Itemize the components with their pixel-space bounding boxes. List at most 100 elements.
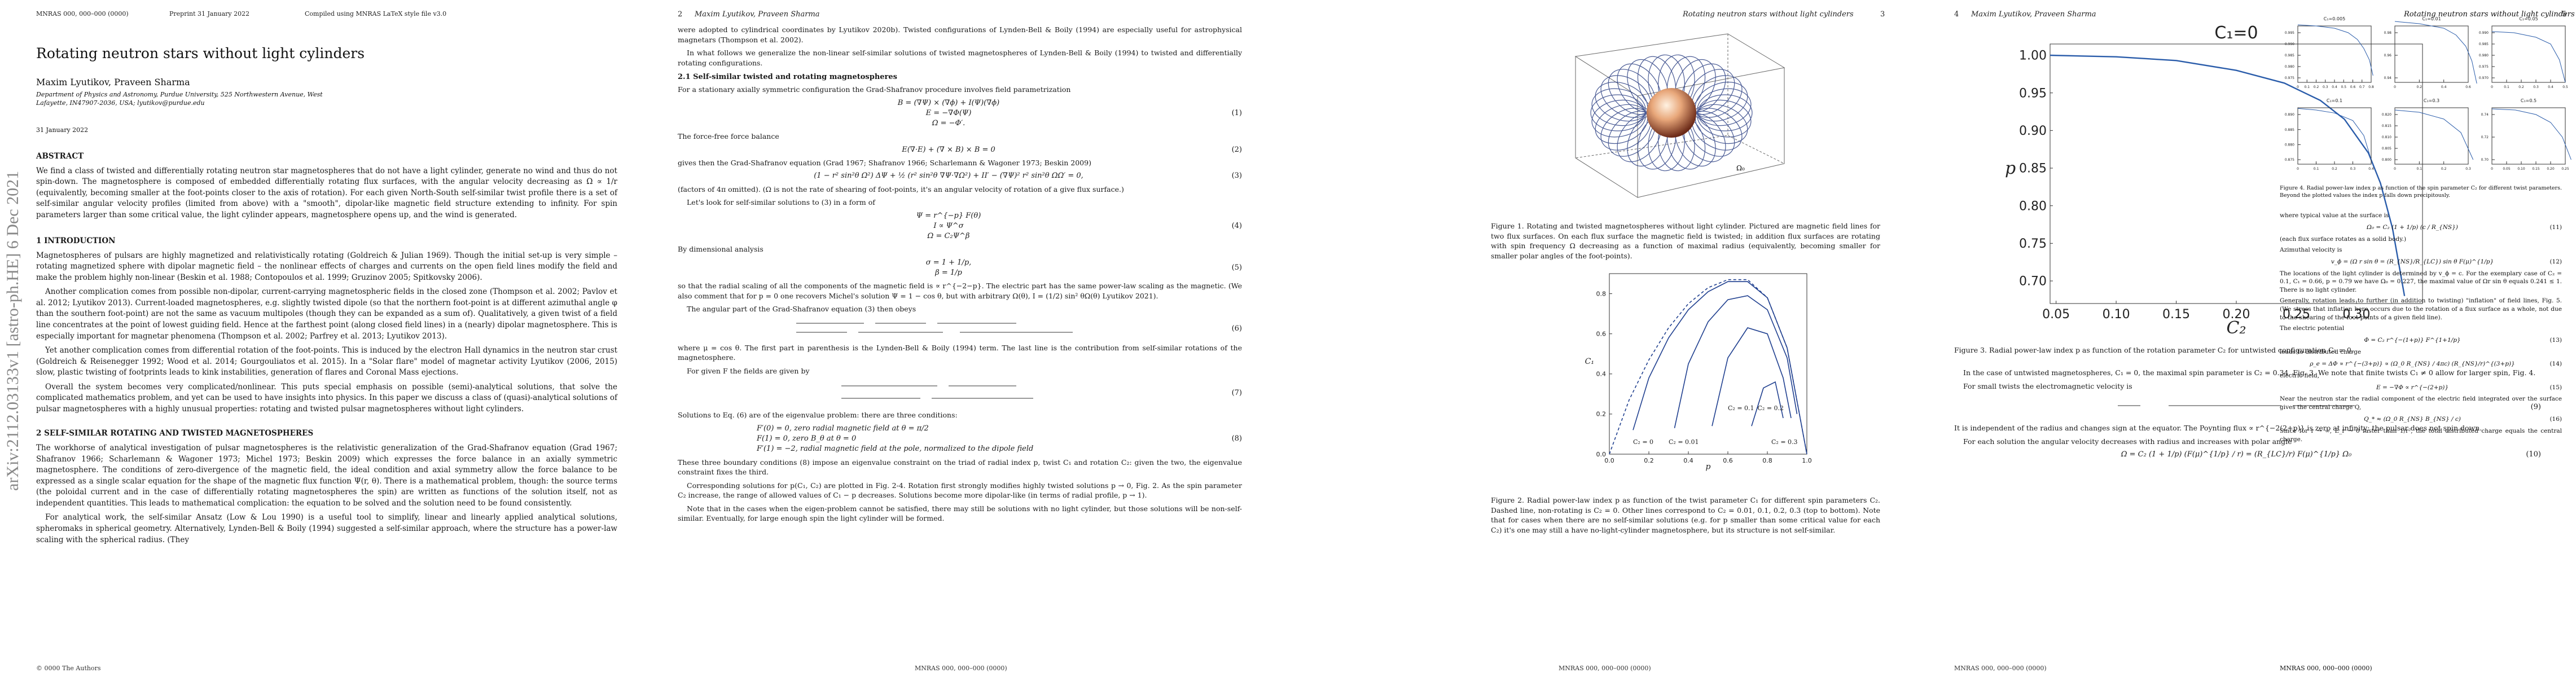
x-tick-label: 0.6 <box>1723 457 1733 464</box>
y-tick-label: 0.980 <box>2285 65 2294 69</box>
header-authors: Maxim Lyutikov, Praveen Sharma <box>1971 10 2096 19</box>
eq-number: (9) <box>2530 403 2541 411</box>
subplot: 0 0.1 0.2 0.3 0.800 0.805 0.810 0.815 0.820 C₁=0.… <box>2382 98 2474 171</box>
subplot: 0 0.1 0.2 0.3 0.4 0.5 0.970 0.975 0.980 0.985 0.99… <box>2479 17 2568 89</box>
header-left: MNRAS 000, 000–000 (0000) <box>36 10 129 17</box>
x-tick-label: 0.20 <box>2547 167 2555 171</box>
figure-4-caption: Figure 4. Radial power-law index p as fu… <box>2280 185 2562 199</box>
abstract-heading: ABSTRACT <box>36 152 84 161</box>
eq-number: (5) <box>1231 263 1242 272</box>
header-page-number: 3 <box>1880 10 1885 19</box>
eq-figure <box>678 318 1219 340</box>
equation-6: (6) <box>678 318 1242 340</box>
eq-line: Ω = C₂Ψ^β <box>927 232 970 240</box>
y-tick-label: 0.985 <box>2479 42 2489 46</box>
page-1: arXiv:2112.03133v1 [astro-ph.HE] 6 Dec 2… <box>0 0 644 677</box>
eq-number: (8) <box>1231 434 1242 443</box>
body-paragraph: Azimuthal velocity is <box>2280 246 2342 253</box>
series-line <box>2297 24 2373 76</box>
x-tick-label: 0 <box>2297 167 2299 171</box>
abstract-block: ABSTRACT We find a class of twisted and … <box>36 146 617 224</box>
page-3-footer: MNRAS 000, 000–000 (0000) <box>1559 665 1651 672</box>
y-tick-label: 1.00 <box>2019 49 2047 63</box>
eq-number: (15) <box>2549 384 2562 391</box>
body-paragraph: Solutions to Eq. (6) are of the eigenval… <box>678 411 958 420</box>
y-tick-label: 0.94 <box>2384 76 2392 80</box>
series-line <box>2394 21 2477 84</box>
series-annotation: C₂ = 0 <box>1633 438 1653 446</box>
x-tick-label: 0.3 <box>2465 167 2471 171</box>
x-tick-label: 0.1 <box>2314 167 2319 171</box>
series-line <box>1633 281 1807 455</box>
equation: ρ_e = ΔΦ ∝ r^{−(3+p)} ∝ (Ω_0 R_{NS} / 4π… <box>2280 360 2562 368</box>
body-paragraph: For given F the fields are given by <box>687 366 810 375</box>
intro-paragraph: Magnetospheres of pulsars are highly mag… <box>36 250 617 282</box>
y-tick-label: 0.85 <box>2019 162 2047 176</box>
body-paragraph: For small twists the electromagnetic vel… <box>1963 381 2132 390</box>
y-tick-label: 0.0 <box>1596 451 1607 458</box>
y-tick-label: 0.975 <box>2285 76 2294 80</box>
y-tick-label: 0.95 <box>2019 86 2047 100</box>
y-tick-label: 0.990 <box>2479 31 2489 35</box>
y-tick-label: 0.885 <box>2285 128 2294 132</box>
x-tick-label: 0.30 <box>2342 307 2370 322</box>
equation-10: Ω = C₂ (1 + 1/p) (F(μ)^{1/p} / r) = (R_{… <box>1954 450 2541 460</box>
eq-line: Q_* ≈ (Ω_0 R_{NS} B_{NS} / c) <box>2364 416 2461 423</box>
body-paragraph: electric field, <box>2280 372 2320 379</box>
series-annotation: C₂ = 0.1 <box>1728 405 1754 412</box>
y-tick-label: 0.75 <box>2019 237 2047 251</box>
x-tick-label: 0.10 <box>2103 307 2130 322</box>
x-tick-label: 0.1 <box>2504 85 2509 89</box>
x-tick-label: 0 <box>2491 85 2493 89</box>
eq-line: Ψ = r^{−p} F(θ) <box>916 211 981 220</box>
series-line <box>2050 54 2406 296</box>
chart-title: C₁=0.3 <box>2424 98 2439 103</box>
subplot: 0 0.1 0.2 0.3 0.4 0.875 0.880 0.885 0.890 C₁=0.1 <box>2285 98 2374 171</box>
eq-number: (10) <box>2526 450 2541 459</box>
eq-line: E = −∇Φ ∝ r^{−(2+p)} <box>2376 384 2449 391</box>
eq-line: E(∇·E) + (∇ × B) × B = 0 <box>902 145 995 154</box>
eq-line: v_ϕ = (Ω r sin θ = (R_{NS}/R_{LC}) sin θ… <box>2331 258 2494 265</box>
intro-paragraph: Yet another complication comes from diff… <box>36 346 617 377</box>
body-paragraph: The electric potential <box>2280 324 2345 332</box>
x-tick-label: 0.3 <box>2350 167 2356 171</box>
figure-1-caption: Figure 1. Rotating and twisted magnetosp… <box>1491 222 1880 260</box>
arxiv-stamp: arXiv:2112.03133v1 [astro-ph.HE] 6 Dec 2… <box>3 170 22 491</box>
x-tick-label: 0.05 <box>2503 167 2511 171</box>
eq-figure <box>678 379 1219 407</box>
x-tick-label: 0.15 <box>2532 167 2540 171</box>
eq-line: B = (∇Ψ) × (∇ϕ) + I(Ψ)(∇ϕ) <box>897 98 1000 107</box>
series-line <box>2491 108 2571 160</box>
series-annotation: C₂ = 0.3 <box>1771 438 1798 446</box>
y-tick-label: 0.80 <box>2019 199 2047 213</box>
eq-number: (11) <box>2549 223 2562 231</box>
x-tick-label: 0.25 <box>2283 307 2310 322</box>
page-5-footer: MNRAS 000, 000–000 (0000) <box>2280 665 2372 672</box>
y-tick-label: 0.2 <box>1596 411 1607 418</box>
eq-line: F(1) = 0, zero B_θ at θ = 0 <box>757 434 857 443</box>
eq-number: (1) <box>1231 108 1242 117</box>
eq-number: (2) <box>1231 145 1242 154</box>
header-authors: Maxim Lyutikov, Praveen Sharma <box>695 10 820 19</box>
body-paragraph: leads to distributed charge <box>2280 348 2362 355</box>
body-paragraph: Note that in the cases when the eigen-pr… <box>678 504 1242 523</box>
page-5-body: where typical value at the surface is Ω₀ … <box>2280 212 2562 446</box>
chart-title: C₁=0.005 <box>2324 17 2345 21</box>
y-tick-label: 0.970 <box>2479 76 2489 80</box>
intro-paragraph: Another complication comes from possible… <box>36 287 617 341</box>
y-tick-label: 0.96 <box>2384 54 2392 58</box>
x-tick-label: 0.6 <box>2350 85 2356 89</box>
y-tick-label: 0.985 <box>2285 54 2294 58</box>
x-axis-label: C₂ <box>2227 318 2246 338</box>
plot-frame <box>2491 107 2566 165</box>
section-2-paragraph: The workhorse of analytical investigatio… <box>36 443 617 508</box>
body-paragraph: The locations of the light cylinder is d… <box>2280 270 2562 294</box>
header-style: Compiled using MNRAS LaTeX style file v3… <box>305 10 447 17</box>
eq-number: (12) <box>2549 258 2562 265</box>
eq-number: (14) <box>2549 360 2562 367</box>
series-line <box>1751 381 1784 427</box>
intro-block: 1 INTRODUCTION Magnetospheres of pulsars… <box>36 230 617 549</box>
plot-frame <box>2297 107 2372 165</box>
y-tick-label: 0.820 <box>2382 113 2391 117</box>
plot-frame <box>1609 273 1807 455</box>
